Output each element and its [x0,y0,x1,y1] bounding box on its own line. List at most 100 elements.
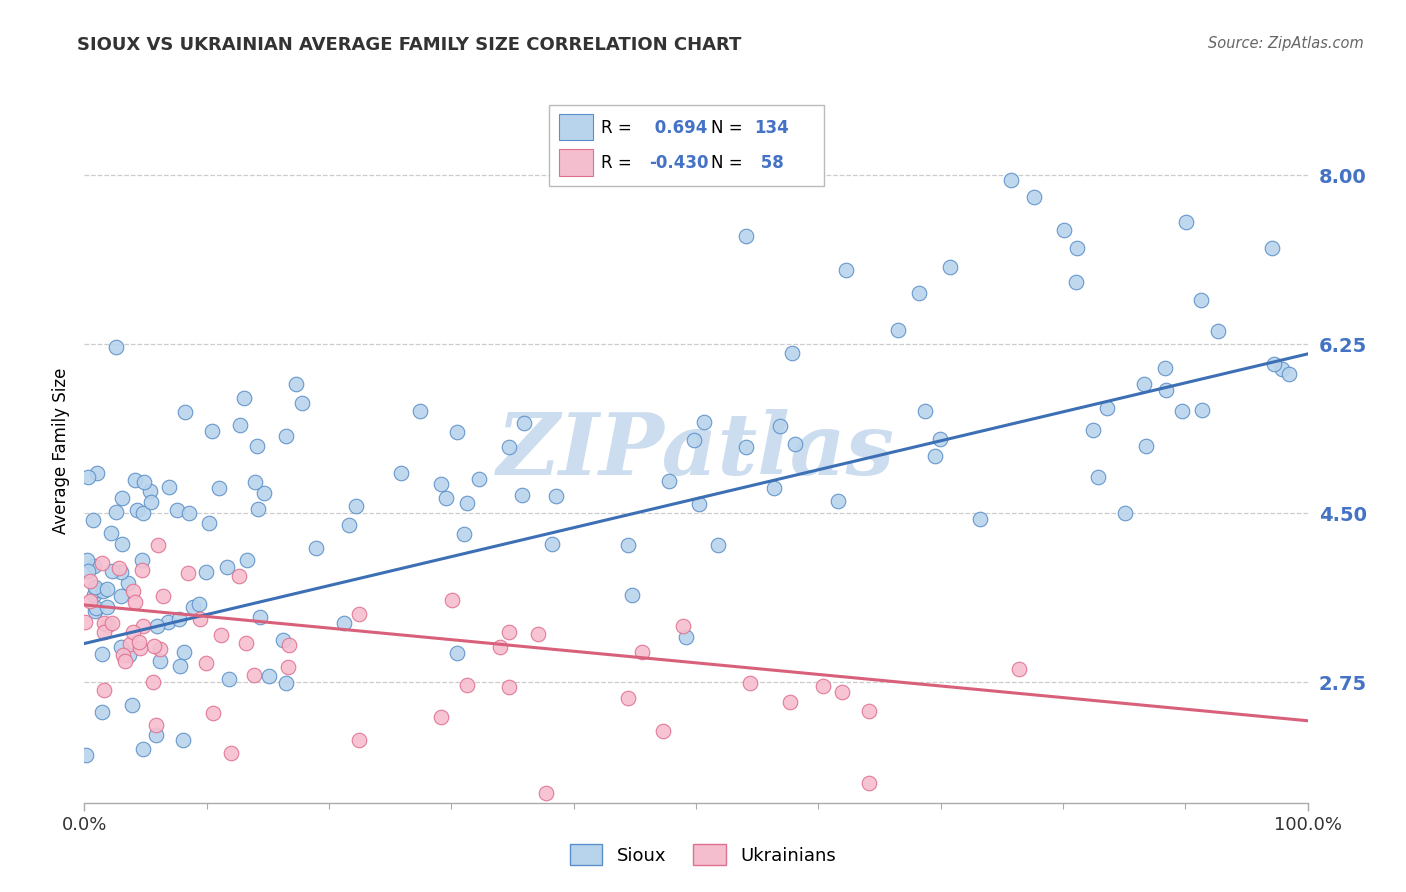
Point [446,425,468,439]
Point [740,676,762,690]
Point [453,526,475,541]
Point [219,746,242,760]
Point [510,488,533,502]
Point [128,634,150,648]
Point [228,569,250,583]
Point [82,513,104,527]
Point [1271,362,1294,376]
Point [527,627,550,641]
Point [441,592,464,607]
Text: N =: N = [710,119,742,136]
Point [246,439,269,453]
Point [735,440,758,454]
Point [105,505,128,519]
Point [811,679,834,693]
Point [291,395,314,409]
Point [91,647,114,661]
Point [929,432,952,446]
Y-axis label: Average Family Size: Average Family Size [52,368,70,533]
Point [1154,383,1177,397]
Point [631,645,654,659]
Point [142,674,165,689]
Point [118,648,141,662]
Point [86,466,108,480]
Point [887,323,910,337]
Point [169,659,191,673]
Point [97,618,120,632]
Point [617,538,640,552]
Point [1024,189,1046,203]
Point [498,440,520,454]
Point [1114,506,1136,520]
Point [305,541,328,555]
Point [233,391,256,405]
Point [247,502,270,516]
Point [969,512,991,526]
Point [110,491,132,505]
Text: 58: 58 [755,154,783,172]
Point [616,691,638,706]
Point [77,470,100,484]
Point [735,229,758,244]
Point [110,640,132,655]
Point [498,681,520,695]
Point [91,584,114,599]
Point [131,553,153,567]
Point [111,648,134,662]
Point [429,710,451,724]
Point [132,506,155,520]
Point [858,775,880,789]
Point [274,675,297,690]
Point [1095,401,1118,415]
Point [1066,241,1088,255]
Point [1000,173,1022,187]
Point [83,588,105,602]
Point [108,561,131,575]
Point [93,625,115,640]
Point [1277,367,1299,381]
Point [177,566,200,580]
Point [1064,275,1087,289]
Point [91,557,114,571]
Point [121,584,143,599]
Point [104,340,127,354]
Point [179,506,201,520]
Point [620,588,643,602]
Text: R =: R = [600,119,631,136]
Point [446,646,468,660]
Point [672,618,695,632]
Point [152,589,174,603]
Point [1263,357,1285,371]
Point [1175,215,1198,229]
Point [96,582,118,597]
Point [834,263,856,277]
Point [131,619,153,633]
Point [347,733,370,747]
FancyBboxPatch shape [560,149,593,176]
Point [456,678,478,692]
Point [858,704,880,718]
Point [79,574,101,589]
Point [79,594,101,608]
Point [100,525,122,540]
Point [541,537,564,551]
Point [546,490,568,504]
Point [488,640,510,655]
Point [1206,324,1229,338]
Point [215,559,238,574]
Point [124,595,146,609]
Point [1191,403,1213,417]
Point [707,538,730,552]
Point [908,285,931,300]
Point [77,564,100,578]
Point [243,667,266,681]
Point [124,473,146,487]
Point [132,475,155,490]
Point [149,642,172,657]
Point [827,494,849,508]
Point [675,630,697,644]
Point [1135,440,1157,454]
Point [128,640,150,655]
Point [253,486,276,500]
Point [101,615,124,630]
